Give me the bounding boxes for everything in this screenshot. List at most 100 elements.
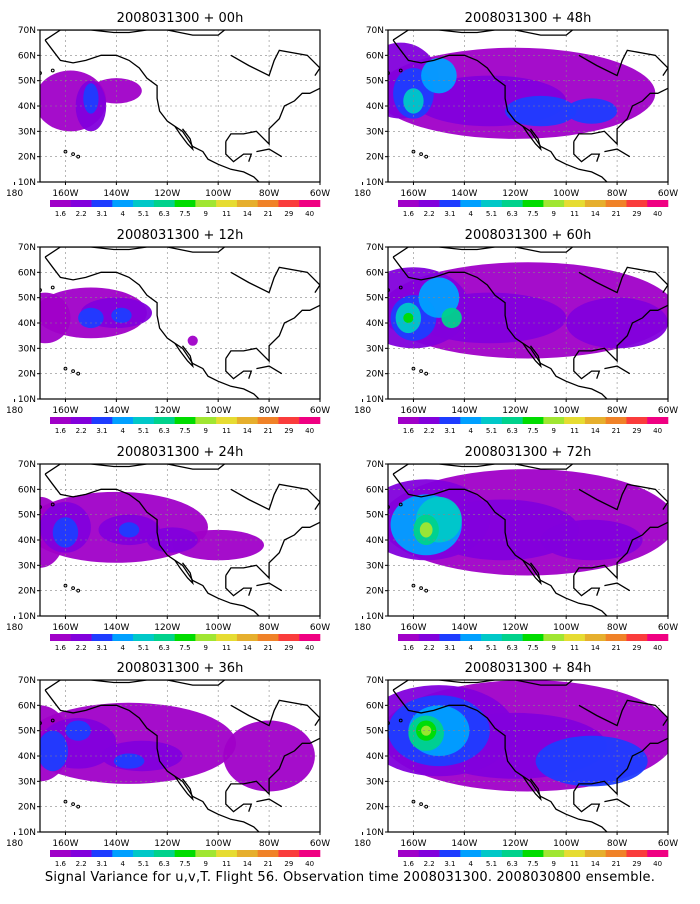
colorbar-label: 21 bbox=[612, 427, 621, 435]
colorbar-swatch bbox=[501, 634, 523, 641]
x-tick-label: 160W bbox=[52, 189, 78, 199]
colorbar-swatch bbox=[174, 417, 196, 424]
colorbar-swatch bbox=[398, 634, 420, 641]
x-tick-label: 140W bbox=[451, 623, 477, 633]
x-tick-label: 60W bbox=[658, 406, 678, 416]
colorbar-swatch bbox=[460, 200, 482, 207]
colorbar-swatch bbox=[460, 417, 482, 424]
island bbox=[424, 588, 429, 593]
colorbar-label: 6.3 bbox=[507, 427, 518, 435]
coastline bbox=[230, 483, 320, 511]
y-tick-label: 70N bbox=[366, 460, 384, 470]
coastline bbox=[388, 473, 389, 475]
colorbar-label: 4 bbox=[120, 860, 125, 868]
colorbar-swatch bbox=[216, 417, 238, 424]
colorbar-swatch bbox=[605, 850, 627, 857]
colorbar-swatch bbox=[278, 417, 300, 424]
x-tick-label: 160W bbox=[400, 189, 426, 199]
coastline bbox=[225, 521, 320, 580]
colorbar-swatch bbox=[299, 850, 321, 857]
grid-lines bbox=[40, 464, 320, 616]
colorbar-label: 7.5 bbox=[179, 427, 190, 435]
colorbar-swatch bbox=[133, 634, 155, 641]
colorbar-swatch bbox=[278, 200, 300, 207]
x-tick-label: 60W bbox=[658, 839, 678, 849]
y-tick-label: 60N bbox=[18, 51, 36, 61]
coastline bbox=[388, 39, 389, 41]
colorbar-swatch bbox=[112, 634, 134, 641]
variance-blob bbox=[421, 725, 432, 736]
coastline bbox=[392, 689, 608, 832]
panel-title: 2008031300 + 12h bbox=[117, 228, 244, 243]
coastline bbox=[604, 798, 631, 808]
island bbox=[63, 366, 68, 371]
colorbar-swatch bbox=[626, 850, 648, 857]
colorbar-swatch bbox=[236, 417, 258, 424]
island bbox=[71, 369, 75, 374]
colorbar-label: 9 bbox=[552, 644, 556, 652]
coastline bbox=[40, 473, 41, 475]
coastline bbox=[256, 582, 283, 592]
colorbar-label: 1.6 bbox=[403, 210, 415, 218]
y-tick-label: 60N bbox=[366, 485, 384, 495]
colorbar-label: 9 bbox=[552, 860, 556, 868]
x-tick-label: 80W bbox=[259, 623, 279, 633]
colorbar-label: 9 bbox=[552, 210, 556, 218]
variance-blob bbox=[113, 753, 145, 769]
colorbar-label: 2.2 bbox=[424, 210, 435, 218]
colorbar-label: 14 bbox=[243, 644, 252, 652]
colorbar-swatch bbox=[70, 200, 92, 207]
y-tick-label: 20N bbox=[366, 587, 384, 597]
colorbar-swatch bbox=[647, 850, 669, 857]
colorbar-swatch bbox=[460, 634, 482, 641]
colorbar-label: 21 bbox=[264, 644, 273, 652]
colorbar-swatch bbox=[418, 417, 440, 424]
colorbar-swatch bbox=[91, 417, 113, 424]
colorbar-label: 1.6 bbox=[55, 860, 67, 868]
colorbar-label: 29 bbox=[632, 860, 641, 868]
variance-field bbox=[40, 70, 142, 132]
coastline bbox=[578, 266, 668, 294]
colorbar-label: 40 bbox=[653, 860, 662, 868]
colorbar-label: 40 bbox=[653, 644, 662, 652]
colorbar-swatch bbox=[584, 417, 606, 424]
colorbar-swatch bbox=[174, 634, 196, 641]
colorbar-swatch bbox=[481, 850, 503, 857]
colorbar-label: 29 bbox=[632, 644, 641, 652]
colorbar-swatch bbox=[195, 634, 217, 641]
coastlines bbox=[40, 247, 320, 399]
variance-blob bbox=[535, 735, 648, 787]
coastlines bbox=[40, 680, 320, 832]
y-tick-label: 70N bbox=[366, 243, 384, 253]
colorbar-swatch bbox=[216, 200, 238, 207]
colorbar-label: 5.1 bbox=[138, 860, 149, 868]
x-tick-label: 180 bbox=[354, 623, 371, 633]
y-tick-label: 10N bbox=[366, 612, 384, 622]
colorbar-label: 7.5 bbox=[527, 210, 538, 218]
map-panel-72h: 2008031300 + 72h 10N 20N 30N 40N 50N 60N 70N 180… bbox=[354, 445, 678, 652]
colorbar-swatch bbox=[564, 634, 586, 641]
colorbar-label: 6.3 bbox=[159, 860, 170, 868]
coastline bbox=[573, 141, 601, 163]
variance-blob bbox=[78, 307, 104, 329]
panel-title: 2008031300 + 00h bbox=[117, 11, 244, 26]
colorbar-swatch bbox=[195, 850, 217, 857]
coastline bbox=[44, 680, 226, 691]
coastline bbox=[225, 304, 320, 363]
colorbar-label: 14 bbox=[243, 427, 252, 435]
x-tick-label: 120W bbox=[154, 839, 180, 849]
colorbar-label: 29 bbox=[284, 210, 293, 218]
x-tick-label: 140W bbox=[103, 623, 129, 633]
coastline bbox=[573, 358, 601, 380]
colorbar-swatch bbox=[522, 634, 544, 641]
variance-blob bbox=[419, 522, 433, 538]
colorbar-swatch bbox=[91, 850, 113, 857]
colorbar-swatch bbox=[460, 850, 482, 857]
x-tick-label: 80W bbox=[607, 406, 627, 416]
x-tick-label: 60W bbox=[658, 189, 678, 199]
variance-blob bbox=[118, 522, 140, 538]
coastline bbox=[392, 39, 608, 182]
colorbar-swatch bbox=[153, 200, 175, 207]
x-tick-label: 120W bbox=[502, 406, 528, 416]
colorbar-swatch bbox=[543, 417, 565, 424]
